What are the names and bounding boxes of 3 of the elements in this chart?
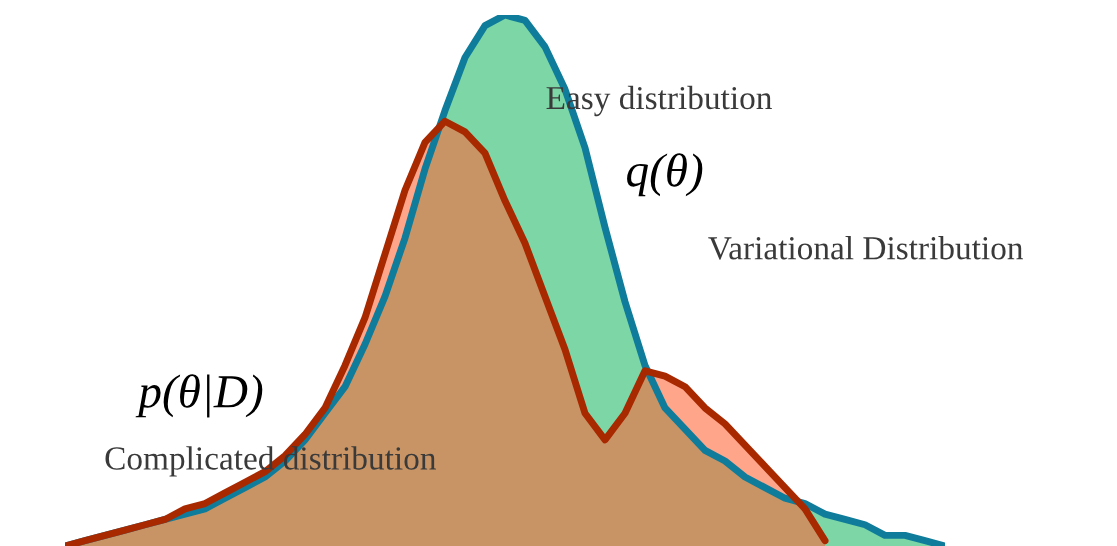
annotation: q(θ) — [627, 153, 703, 197]
annotation: p(θ|D) — [135, 374, 263, 418]
annotation: Variational Distribution — [708, 236, 1024, 260]
